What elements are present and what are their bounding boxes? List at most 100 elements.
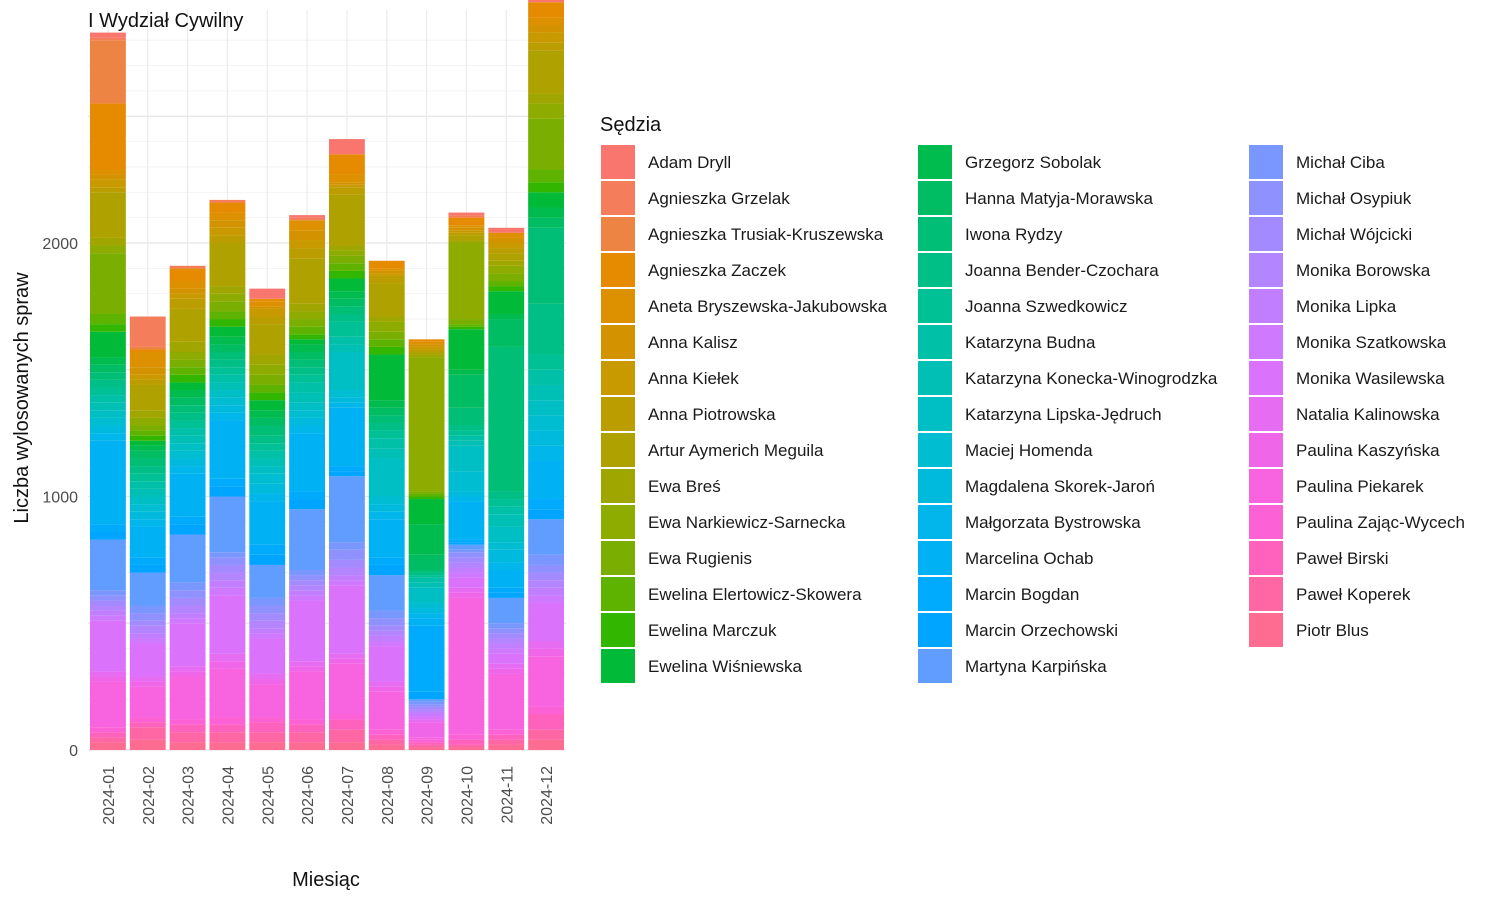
bar-segment (169, 724, 206, 733)
bar-segment (169, 516, 206, 525)
bar-segment (89, 245, 126, 254)
bar-segment (488, 638, 525, 644)
bar-segment (448, 747, 485, 750)
bar-segment (328, 471, 365, 477)
legend-swatch (601, 181, 635, 215)
bar-segment (289, 570, 326, 576)
legend-entry-label: Piotr Blus (1296, 621, 1369, 640)
bar-segment (129, 430, 166, 436)
legend-swatch (601, 289, 635, 323)
bar-segment (129, 638, 166, 644)
bar-segment (209, 243, 246, 287)
bar-segment (209, 293, 246, 302)
x-tick-label: 2024-03 (181, 766, 198, 825)
bar-segment (249, 410, 286, 418)
bar-segment (448, 319, 485, 325)
bar-segment (89, 192, 126, 238)
bar-segment (488, 506, 525, 515)
bar-segment (488, 291, 525, 314)
bar-segment (129, 722, 166, 728)
legend-entry-label: Małgorzata Bystrowska (965, 513, 1141, 532)
bar-segment (209, 420, 246, 479)
bar-segment (488, 526, 525, 543)
bar-segment (448, 326, 485, 330)
legend-entry-label: Marcin Orzechowski (965, 621, 1118, 640)
legend-entry-label: Ewa Rugienis (648, 549, 752, 568)
bar-segment (249, 384, 286, 393)
legend-swatch (918, 361, 952, 395)
bar-segment (209, 717, 246, 725)
bar-segment (408, 352, 445, 355)
bar-segment (129, 519, 166, 527)
bar-segment (328, 306, 365, 314)
bar-segment (448, 491, 485, 497)
bar-segment (289, 303, 326, 312)
legend-entry-label: Agnieszka Grzelak (648, 189, 790, 208)
legend-swatch (1249, 433, 1283, 467)
bar-segment (89, 610, 126, 616)
legend-entry-label: Ewelina Marczuk (648, 621, 777, 640)
bar-segment (129, 425, 166, 431)
bar-segment (249, 597, 286, 606)
bar-segment (368, 739, 405, 745)
legend-entry-label: Anna Kiełek (648, 369, 739, 388)
bar-segment (448, 440, 485, 446)
bar-segment (89, 590, 126, 596)
bar-segment (169, 742, 206, 750)
bar-segment (528, 207, 565, 218)
bar-segment (528, 2, 565, 18)
y-axis-label: Liczba wylosowanych spraw (11, 272, 33, 524)
bar-segment (528, 103, 565, 119)
legend-swatch (918, 289, 952, 323)
bar-segment (89, 372, 126, 380)
bar-segment (129, 367, 166, 375)
bar-segment (169, 524, 206, 535)
bar-segment (289, 402, 326, 411)
bar-segment (129, 445, 166, 451)
bar-segment (408, 717, 445, 720)
bar-segment (129, 625, 166, 634)
bar-segment (528, 32, 565, 43)
bar-segment (169, 298, 206, 309)
bar-segment (408, 739, 445, 743)
bar-segment (528, 118, 565, 170)
bar-segment (368, 273, 405, 276)
legend-swatch (601, 397, 635, 431)
bar-segment (368, 557, 405, 565)
bar-segment (169, 428, 206, 436)
bar-segment (408, 618, 445, 626)
bar-segment (408, 701, 445, 705)
bar-segment (368, 744, 405, 750)
bar-segment (209, 478, 246, 487)
bar-segment (448, 572, 485, 578)
bar-segment (289, 359, 326, 368)
bar-segment (89, 313, 126, 325)
bar-segment (249, 564, 286, 598)
bar-segment (328, 567, 365, 576)
bar-segment (328, 729, 365, 743)
bar-segment (289, 248, 326, 259)
bar-segment (328, 390, 365, 398)
bar-segment (129, 346, 166, 350)
bar-segment (89, 620, 126, 672)
bar-segment (408, 491, 445, 494)
bar-segment (89, 539, 126, 591)
bar-segment (289, 217, 326, 221)
bar-segment (488, 253, 525, 261)
bar-segment (448, 435, 485, 441)
bar-segment (169, 458, 206, 467)
bar-segment (488, 643, 525, 649)
bar-segment (129, 557, 166, 565)
bar-segment (249, 466, 286, 474)
bar-segment (249, 417, 286, 426)
bar-segment (528, 580, 565, 588)
bar-segment (528, 50, 565, 94)
legend-swatch (601, 649, 635, 683)
bar-segment (89, 324, 126, 332)
bar-segment (209, 580, 246, 588)
bar-segment (368, 407, 405, 416)
legend-entry-label: Ewelina Elertowicz-Skowera (648, 585, 862, 604)
bar-segment (328, 321, 365, 337)
